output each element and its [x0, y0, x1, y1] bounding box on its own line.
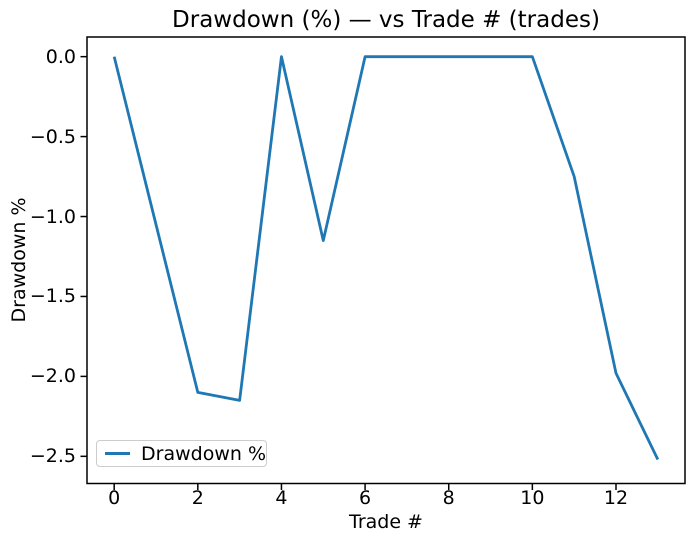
y-tick-label: −0.5 — [29, 125, 76, 148]
y-axis-label-text: Drawdown % — [8, 197, 30, 323]
x-tick-label: 10 — [520, 487, 545, 509]
x-tick-label: 12 — [603, 487, 629, 509]
y-tick-label: −2.0 — [29, 365, 76, 388]
legend-label: Drawdown % — [141, 442, 266, 465]
y-tick-label: −2.5 — [29, 445, 76, 468]
y-tick-label: 0.0 — [45, 45, 76, 68]
series-line — [112, 55, 660, 461]
legend-line-sample-icon — [105, 452, 131, 455]
axes-spines — [86, 36, 686, 485]
x-tick-label: 0 — [108, 487, 121, 509]
y-tick-label: −1.0 — [29, 205, 76, 228]
y-tick-label: −1.5 — [29, 285, 76, 308]
x-tick-label: 2 — [191, 487, 204, 509]
x-tick-label: 4 — [275, 487, 288, 509]
x-tick-label: 8 — [442, 487, 455, 509]
chart-title: Drawdown (%) — vs Trade # (trades) — [172, 7, 600, 33]
x-tick-label: 6 — [359, 487, 372, 509]
x-axis-label: Trade # — [349, 511, 423, 533]
legend: Drawdown % — [96, 440, 267, 467]
